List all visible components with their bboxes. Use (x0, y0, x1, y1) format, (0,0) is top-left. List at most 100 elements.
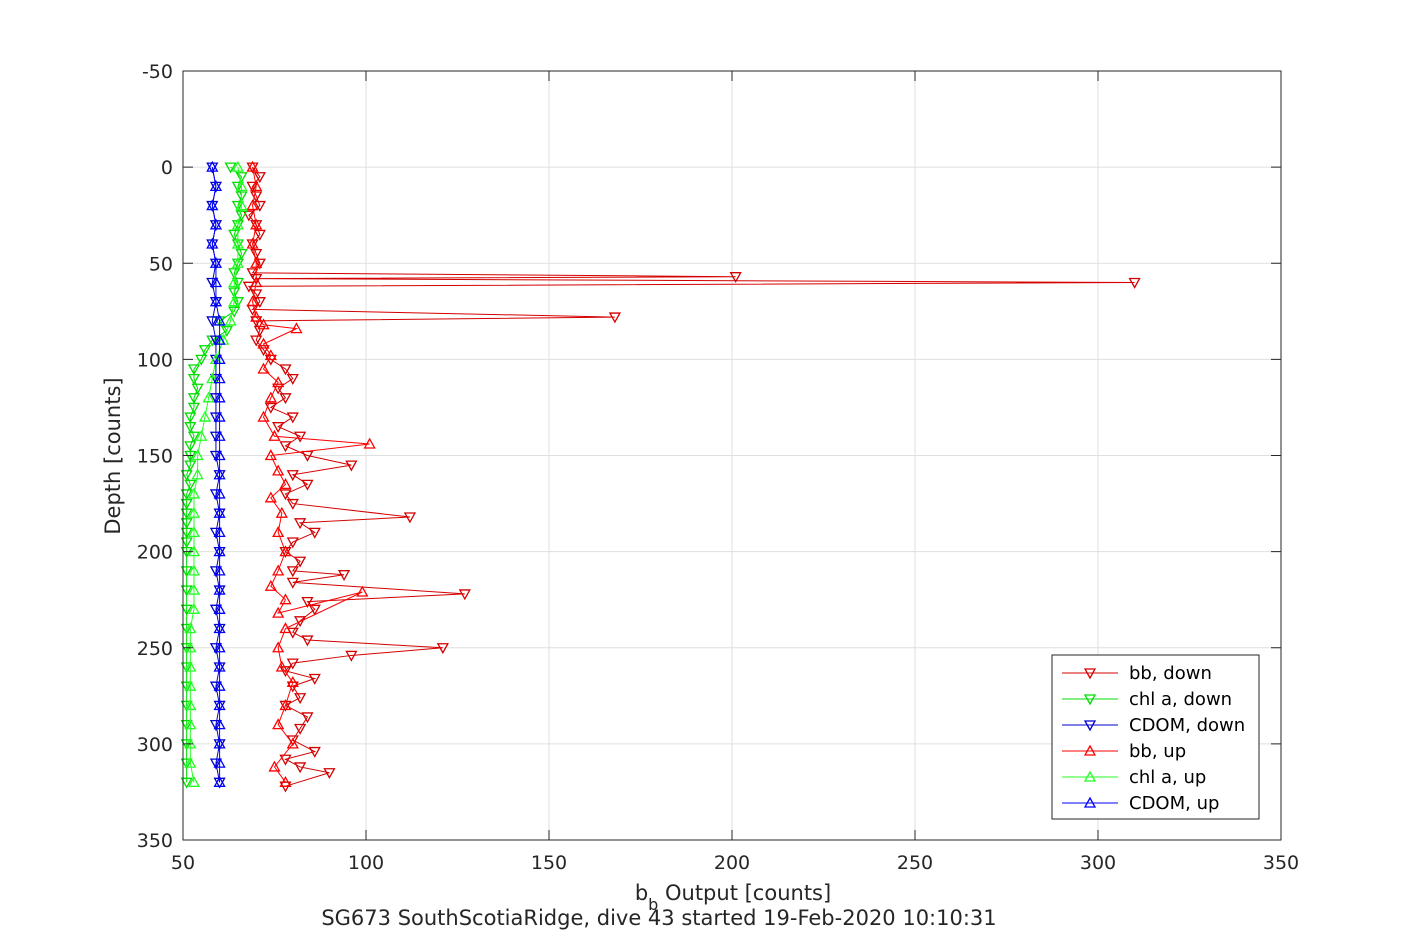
data-point (228, 276, 241, 288)
data-point (286, 470, 299, 482)
data-point (187, 364, 201, 376)
data-point (180, 604, 193, 616)
data-point (213, 526, 226, 538)
data-point (213, 410, 226, 422)
data-point (209, 218, 223, 230)
legend-marker (1083, 694, 1097, 706)
data-point (286, 676, 299, 688)
data-point (242, 210, 255, 222)
data-point (180, 700, 193, 712)
data-point (279, 441, 292, 453)
data-point (184, 479, 197, 491)
data-point (301, 635, 314, 647)
legend-marker (1083, 796, 1097, 808)
data-point (272, 526, 285, 538)
legend-marker (1083, 744, 1097, 756)
series-5 (206, 160, 226, 787)
data-point (209, 681, 223, 693)
x-tick-label: 150 (531, 852, 567, 874)
data-point (272, 376, 285, 388)
legend-label: bb, up (1129, 741, 1186, 762)
data-point (209, 758, 223, 770)
data-point (191, 449, 204, 461)
data-point (206, 237, 219, 249)
data-point (345, 650, 358, 662)
data-point (294, 723, 307, 735)
data-point (213, 756, 226, 768)
series-line (189, 167, 243, 783)
data-point (246, 295, 259, 307)
data-point (246, 199, 259, 211)
data-point (209, 335, 223, 347)
series-4 (184, 160, 248, 787)
series-line (211, 167, 221, 783)
data-point (301, 479, 314, 491)
data-point (235, 172, 248, 184)
data-point (257, 345, 270, 357)
data-point (250, 310, 263, 322)
data-point (264, 349, 277, 361)
data-point (184, 679, 197, 691)
data-point (286, 658, 299, 670)
data-point (286, 373, 299, 385)
data-point (187, 564, 201, 576)
data-point (187, 402, 201, 414)
data-point (264, 449, 277, 461)
data-point (184, 622, 197, 634)
data-point (209, 412, 223, 424)
data-point (286, 566, 299, 578)
legend-item: bb, down (1062, 663, 1212, 684)
data-point (213, 775, 226, 787)
legend-marker (1083, 770, 1097, 782)
data-point (286, 577, 299, 589)
data-point (264, 491, 277, 503)
data-point (184, 422, 197, 434)
data-point (279, 545, 292, 557)
y-tick-label: 300 (137, 734, 173, 756)
data-point (213, 699, 226, 711)
data-point (729, 272, 742, 284)
data-point (220, 325, 234, 337)
data-point (246, 237, 259, 249)
data-point (180, 720, 193, 731)
x-axis-label: bb Output [counts] (635, 881, 831, 914)
legend-marker (1083, 668, 1097, 680)
data-point (187, 775, 201, 787)
x-axis-label-main: b (635, 881, 648, 905)
data-point (231, 200, 245, 212)
data-point (213, 583, 226, 595)
data-point (272, 464, 285, 476)
data-point (180, 498, 193, 510)
data-point (209, 431, 223, 443)
data-point (209, 180, 223, 191)
data-point (272, 641, 285, 653)
data-point (608, 312, 621, 324)
data-point (209, 276, 223, 288)
data-point (224, 162, 237, 174)
data-point (184, 441, 197, 453)
legend-label: chl a, down (1129, 689, 1232, 710)
data-point (180, 566, 193, 578)
data-point (250, 256, 263, 268)
y-tick-label: 350 (137, 830, 173, 852)
legend-label: CDOM, down (1129, 715, 1245, 736)
data-point (279, 477, 292, 489)
data-point (231, 218, 245, 230)
data-point (250, 248, 263, 260)
data-point (257, 318, 270, 330)
data-point (279, 775, 292, 787)
data-point (213, 679, 226, 691)
data-point (231, 237, 245, 249)
data-point (213, 353, 226, 365)
data-point (228, 306, 241, 318)
data-point (191, 468, 204, 480)
data-point (264, 391, 277, 403)
data-point (184, 699, 197, 711)
data-point (195, 354, 208, 366)
data-point (294, 693, 307, 705)
data-point (187, 526, 201, 538)
data-point (187, 393, 201, 405)
data-point (180, 508, 193, 520)
series-3 (246, 160, 376, 787)
y-tick-label: 250 (137, 638, 173, 660)
